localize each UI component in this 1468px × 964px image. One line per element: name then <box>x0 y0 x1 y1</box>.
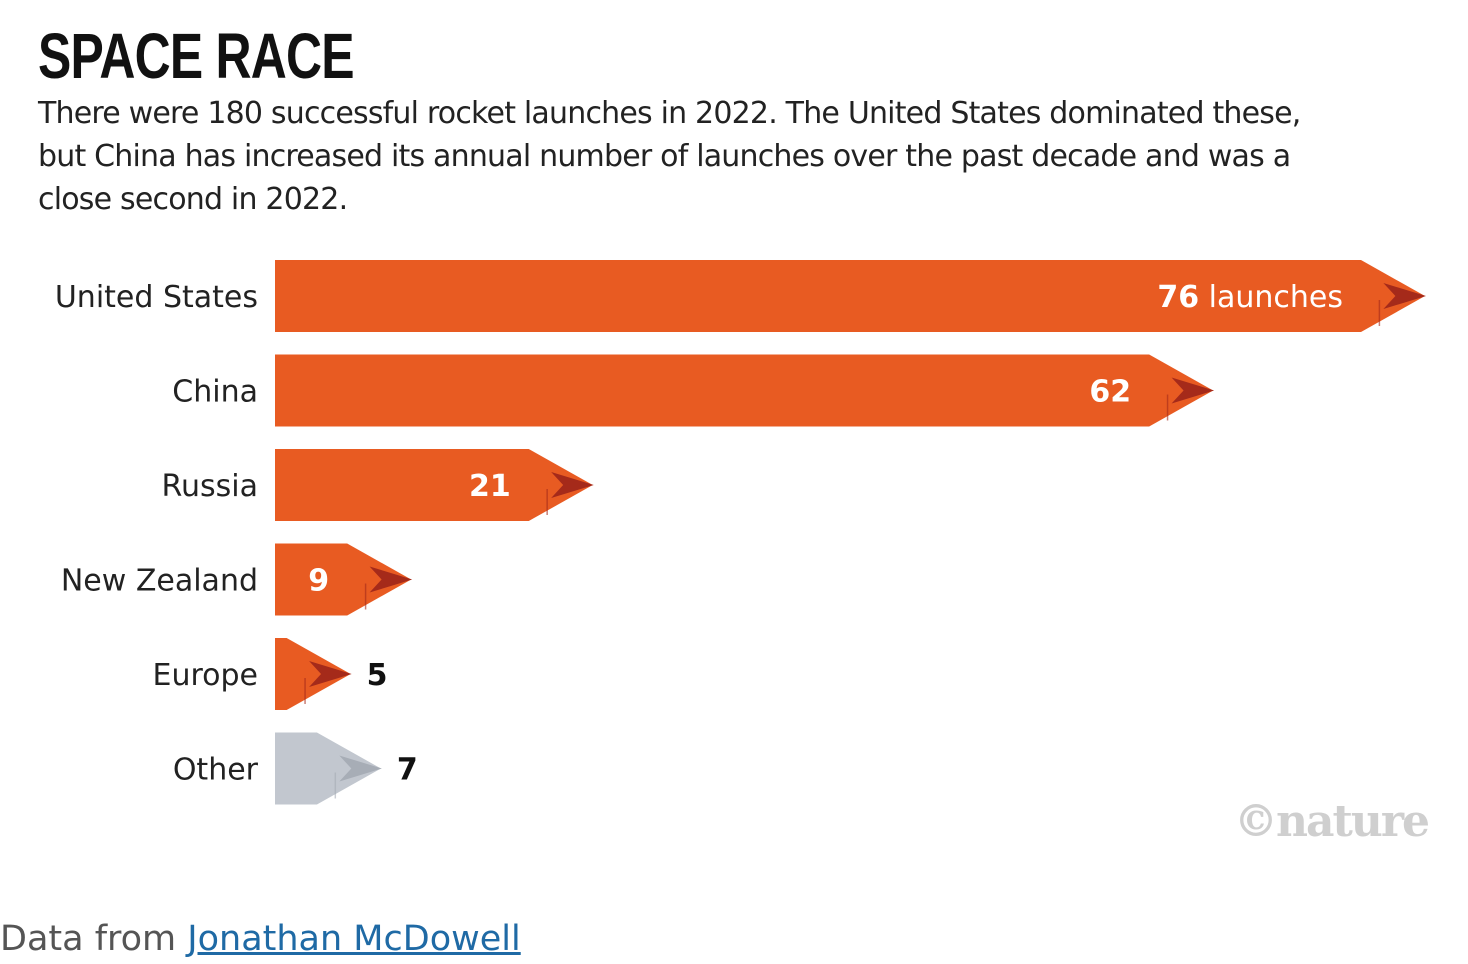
rocket-bar-chart: United States 76 launches China 62 Russia 21 N… <box>55 260 1426 805</box>
source-link[interactable]: Jonathan McDowell <box>187 919 521 959</box>
bar-europe: Europe 5 <box>153 638 388 710</box>
value-label-china: 62 <box>1089 375 1131 410</box>
chart-title: SPACE RACE <box>38 20 355 92</box>
bar-shape-russia <box>275 449 593 521</box>
bar-new-zealand: New Zealand 9 <box>61 543 413 616</box>
value-label-other: 7 <box>397 753 418 788</box>
value-unit-label: launches <box>1199 280 1343 315</box>
bar-united-states: United States 76 launches <box>55 260 1426 332</box>
bar-shape-europe <box>275 638 351 710</box>
category-label-other: Other <box>173 753 259 788</box>
bar-russia: Russia 21 <box>162 449 594 521</box>
value-label-russia: 21 <box>469 469 511 504</box>
rocket-tip-accent <box>309 661 352 687</box>
bar-other: Other 7 <box>173 732 418 805</box>
category-label-europe: Europe <box>153 658 259 693</box>
value-label-europe: 5 <box>367 658 388 693</box>
bar-china: China 62 <box>172 354 1215 427</box>
bar-shape-china <box>275 354 1214 427</box>
category-label-new-zealand: New Zealand <box>61 564 258 599</box>
source-note: Data from Jonathan McDowell <box>0 916 521 962</box>
rocket-tip-accent <box>551 472 594 498</box>
category-label-china: China <box>172 375 258 410</box>
value-label-united-states: 76 launches <box>1157 280 1343 315</box>
chart-subtitle: There were 180 successful rocket launche… <box>38 96 1301 217</box>
rocket-tip-accent <box>369 566 413 593</box>
source-prefix: Data from <box>0 919 188 959</box>
category-label-united-states: United States <box>55 280 258 315</box>
bar-shape-new-zealand <box>275 543 412 616</box>
bar-shape-united-states <box>275 260 1425 332</box>
bar-shape-other <box>275 732 381 805</box>
rocket-tip-accent <box>1383 283 1426 309</box>
category-label-russia: Russia <box>162 469 259 504</box>
rocket-tip-accent <box>339 755 382 782</box>
nature-logo: ©nature <box>1234 796 1430 847</box>
value-label-new-zealand: 9 <box>308 564 329 599</box>
rocket-tip-accent <box>1171 377 1215 404</box>
